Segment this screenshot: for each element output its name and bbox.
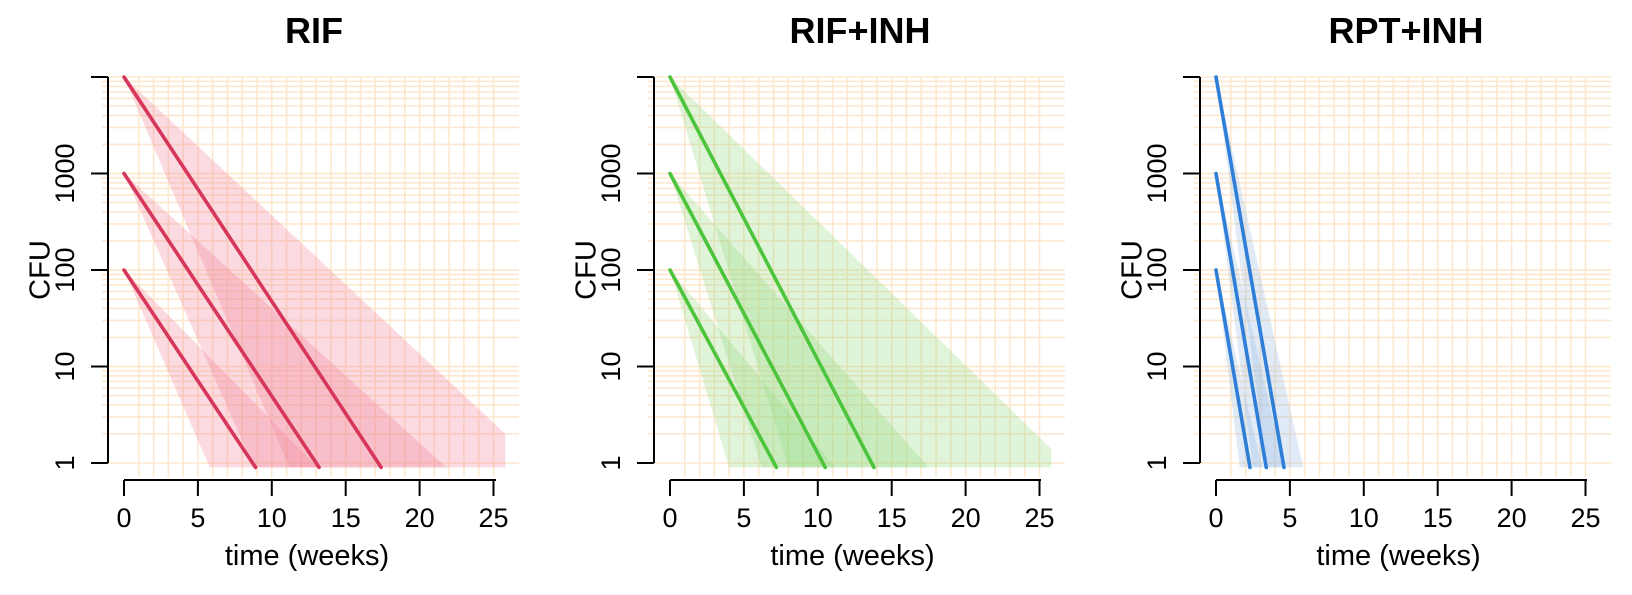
x-tick-label: 10 xyxy=(803,503,833,533)
x-tick-label: 5 xyxy=(190,503,205,533)
panel-title: RIF xyxy=(285,10,343,51)
series-line-3 xyxy=(668,75,876,470)
x-tick-label: 0 xyxy=(1208,503,1223,533)
y-tick-label: 10 xyxy=(50,351,80,381)
uncertainty-band-2 xyxy=(1216,173,1284,468)
series-line-3 xyxy=(122,75,383,470)
panel-3: 1 10 100 1000 0 5 10 15 20 25 RPT+INH time (weeks) C… xyxy=(1117,10,1611,572)
series-line-1 xyxy=(668,268,779,470)
series-line-1 xyxy=(122,268,258,470)
x-tick-label: 20 xyxy=(1497,503,1527,533)
y-tick-label: 1000 xyxy=(1142,143,1172,203)
y-tick-label: 1 xyxy=(50,455,80,470)
y-tick-label: 1000 xyxy=(596,143,626,203)
series-line-2 xyxy=(1214,171,1269,470)
y-axis-label: CFU xyxy=(1117,240,1149,300)
y-axis-label: CFU xyxy=(25,240,57,300)
x-tick-label: 25 xyxy=(1024,503,1054,533)
x-tick-label: 0 xyxy=(662,503,677,533)
x-tick-label: 0 xyxy=(116,503,131,533)
y-tick-label: 10 xyxy=(1142,351,1172,381)
x-tick-label: 15 xyxy=(331,503,361,533)
y-tick-label: 1000 xyxy=(50,143,80,203)
x-tick-label: 15 xyxy=(1423,503,1453,533)
series-line-3 xyxy=(1214,75,1286,470)
x-axis-label: time (weeks) xyxy=(225,540,389,572)
y-tick-label: 10 xyxy=(596,351,626,381)
panel-2: 1 10 100 1000 0 5 10 15 20 25 RIF+INH time (weeks) C… xyxy=(571,10,1065,572)
grid xyxy=(102,76,519,477)
x-tick-label: 5 xyxy=(1282,503,1297,533)
x-axis-label: time (weeks) xyxy=(770,540,934,572)
panel-title: RPT+INH xyxy=(1328,10,1483,51)
panel-title: RIF+INH xyxy=(789,10,930,51)
x-tick-label: 10 xyxy=(257,503,287,533)
y-tick-label: 1 xyxy=(1142,455,1172,470)
x-tick-label: 5 xyxy=(736,503,751,533)
uncertainty-band-3 xyxy=(124,77,506,468)
x-tick-label: 10 xyxy=(1349,503,1379,533)
uncertainty-band-1 xyxy=(670,270,836,468)
uncertainty-band-1 xyxy=(124,270,318,468)
uncertainty-band-3 xyxy=(1216,77,1304,468)
uncertainty-band-1 xyxy=(1216,270,1262,468)
y-tick-label: 100 xyxy=(1142,247,1172,292)
grid xyxy=(1194,76,1611,477)
grid xyxy=(648,76,1065,477)
series-line-2 xyxy=(122,171,321,470)
x-axis-label: time (weeks) xyxy=(1316,540,1480,572)
x-tick-label: 15 xyxy=(877,503,907,533)
y-tick-label: 100 xyxy=(596,247,626,292)
series-line-2 xyxy=(668,171,827,470)
x-tick-label: 20 xyxy=(405,503,435,533)
y-tick-label: 1 xyxy=(596,455,626,470)
uncertainty-band-3 xyxy=(670,77,1052,468)
series-line-1 xyxy=(1214,268,1252,470)
x-tick-label: 25 xyxy=(1570,503,1600,533)
uncertainty-band-2 xyxy=(670,173,929,468)
y-tick-label: 100 xyxy=(50,247,80,292)
x-tick-label: 20 xyxy=(951,503,981,533)
y-axis-label: CFU xyxy=(571,240,603,300)
x-tick-label: 25 xyxy=(478,503,508,533)
panel-1: 1 10 100 1000 0 5 10 15 20 25 RIF time (weeks) CFU xyxy=(25,10,519,572)
